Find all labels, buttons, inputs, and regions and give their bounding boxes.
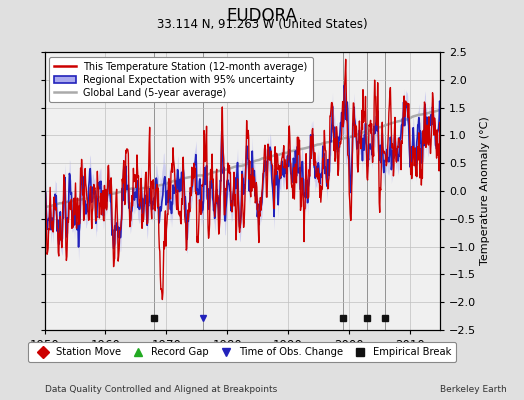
Y-axis label: Temperature Anomaly (°C): Temperature Anomaly (°C) <box>481 117 490 265</box>
Legend: Station Move, Record Gap, Time of Obs. Change, Empirical Break: Station Move, Record Gap, Time of Obs. C… <box>28 342 456 362</box>
Text: 33.114 N, 91.263 W (United States): 33.114 N, 91.263 W (United States) <box>157 18 367 31</box>
Legend: This Temperature Station (12-month average), Regional Expectation with 95% uncer: This Temperature Station (12-month avera… <box>49 57 312 102</box>
Text: Berkeley Earth: Berkeley Earth <box>440 385 507 394</box>
Text: Data Quality Controlled and Aligned at Breakpoints: Data Quality Controlled and Aligned at B… <box>45 385 277 394</box>
Text: EUDORA: EUDORA <box>226 7 298 25</box>
